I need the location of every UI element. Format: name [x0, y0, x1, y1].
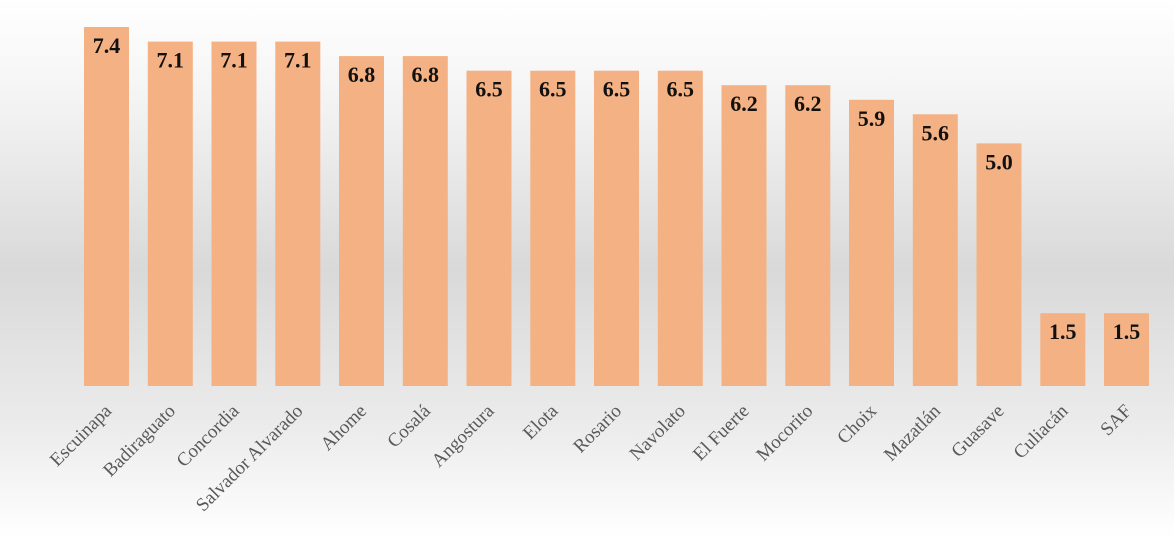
data-label: 7.1	[157, 48, 185, 73]
data-label: 5.9	[858, 106, 886, 131]
data-label: 6.2	[730, 91, 758, 116]
data-label: 7.1	[220, 48, 248, 73]
data-label: 7.1	[284, 48, 312, 73]
category-label: Rosario	[569, 401, 626, 458]
data-label: 5.0	[985, 149, 1013, 174]
bar-mazatlán	[912, 114, 958, 387]
category-label: Culiacán	[1010, 400, 1073, 463]
category-label: SAF	[1097, 401, 1136, 440]
bar-group	[84, 27, 1149, 387]
bar-el-fuerte	[721, 85, 767, 386]
data-label: 6.5	[603, 77, 631, 102]
data-label: 5.6	[922, 120, 950, 145]
bar-ahome	[339, 56, 384, 386]
data-label: 6.8	[348, 62, 376, 87]
bar-badiraguato	[147, 41, 193, 386]
bar-rosario	[594, 70, 639, 386]
bar-cosalá	[402, 56, 448, 386]
data-label: 7.4	[93, 33, 121, 58]
category-label: Mocorito	[752, 401, 817, 466]
category-label: Ahome	[317, 401, 371, 455]
data-label: 6.5	[475, 77, 503, 102]
bar-culiacán	[1040, 313, 1086, 386]
category-label: Angostura	[428, 400, 499, 471]
data-label: 1.5	[1049, 319, 1077, 344]
bar-choix	[849, 99, 894, 387]
category-label: El Fuerte	[689, 401, 753, 465]
category-label: Mazatlán	[880, 400, 945, 465]
value-label-group: 7.4 7.1 7.1 7.1 6.8 6.8 6.5 6.5 6.5 6.5 6.2 6.2 5.9 5…	[93, 33, 1141, 344]
data-label: 6.2	[794, 91, 822, 116]
data-label: 6.5	[539, 77, 567, 102]
data-label: 6.5	[667, 77, 695, 102]
category-label: Elota	[519, 400, 563, 444]
bar-escuinapa	[84, 27, 129, 386]
category-label: Navolato	[626, 401, 690, 465]
bar-salvador-alvarado	[275, 41, 321, 386]
category-label: Cosalá	[383, 400, 435, 452]
bar-mocorito	[785, 85, 831, 386]
bar-navolato	[657, 70, 703, 386]
category-label: Salvador Alvarado	[192, 401, 307, 516]
category-label: Choix	[833, 400, 881, 448]
bar-angostura	[466, 70, 512, 386]
bar-elota	[530, 70, 576, 386]
bar-concordia	[211, 41, 257, 386]
data-label: 6.8	[412, 62, 440, 87]
data-label: 1.5	[1113, 319, 1141, 344]
bar-saf	[1104, 313, 1149, 386]
bar-guasave	[976, 143, 1022, 386]
category-label: Guasave	[947, 401, 1008, 462]
